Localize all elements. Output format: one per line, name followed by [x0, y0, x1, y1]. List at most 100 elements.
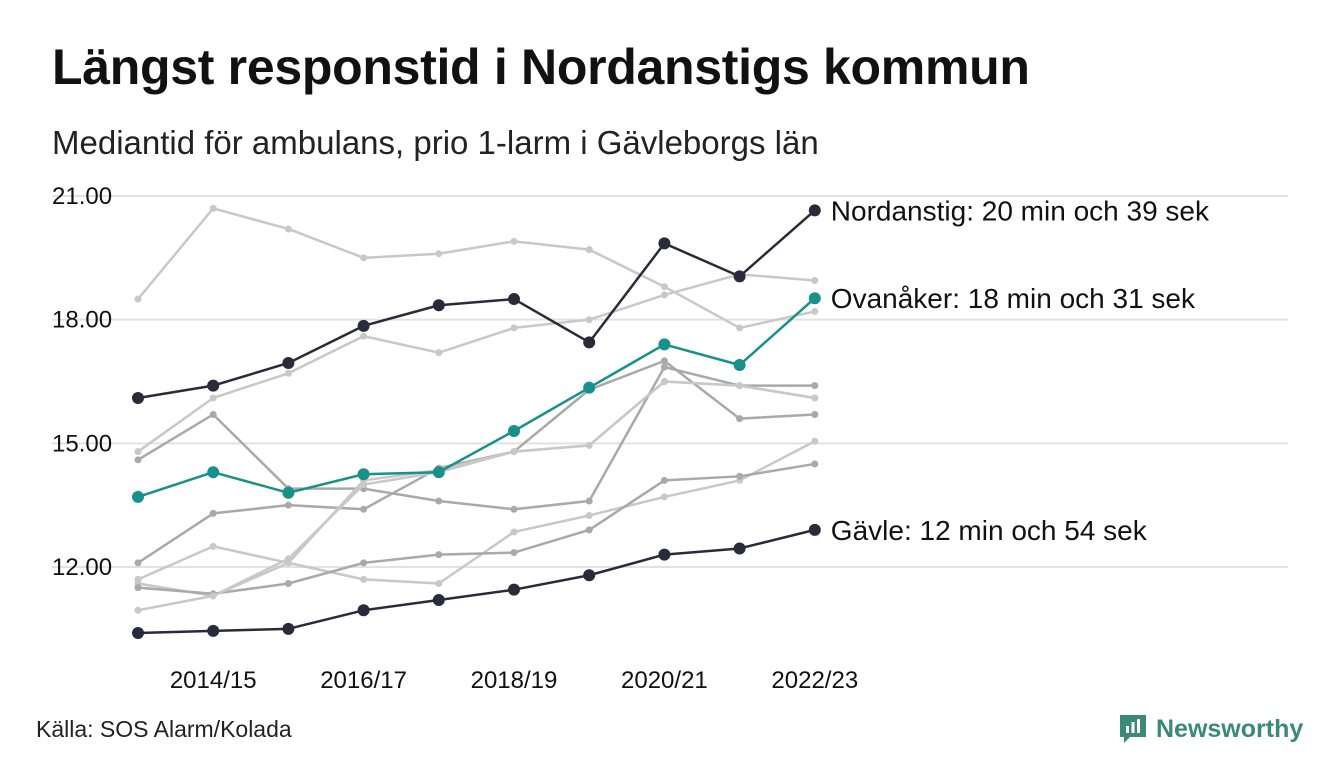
data-point: [282, 356, 295, 369]
data-point: [134, 606, 142, 614]
data-point: [435, 349, 443, 357]
x-tick-label: 2018/19: [471, 667, 558, 694]
data-point: [284, 579, 292, 587]
line-chart: 12.00 15.00 18.00 21.00 2014/15 2016/17 2018/…: [52, 183, 1288, 694]
data-point: [209, 204, 217, 212]
data-point: [360, 505, 368, 513]
y-axis: 12.00 15.00 18.00 21.00: [52, 183, 112, 581]
data-point: [808, 204, 821, 217]
y-tick-label: 21.00: [52, 183, 112, 210]
chart-subtitle: Mediantid för ambulans, prio 1-larm i Gä…: [52, 124, 819, 161]
data-point: [132, 626, 144, 639]
data-point: [811, 277, 819, 285]
series-line: [137, 380, 816, 612]
data-point: [207, 624, 220, 637]
x-tick-label: 2020/21: [621, 667, 708, 694]
series-line: [137, 462, 816, 596]
data-point: [510, 528, 518, 536]
data-point: [284, 225, 292, 233]
data-point: [808, 523, 821, 536]
data-point: [736, 415, 744, 423]
data-point: [357, 319, 370, 332]
x-tick-label: 2014/15: [170, 667, 257, 694]
data-point: [736, 324, 744, 332]
context-series: [134, 204, 819, 614]
data-point: [811, 382, 819, 390]
data-point: [282, 622, 295, 635]
data-point: [510, 324, 518, 332]
data-point: [660, 476, 668, 484]
data-point: [435, 579, 443, 587]
data-point: [435, 551, 443, 559]
series-c2: [134, 270, 819, 456]
data-point: [585, 246, 593, 254]
series-line: [137, 440, 816, 585]
series-annotations: Nordanstig: 20 min och 39 sek Ovanåker: 1…: [831, 195, 1210, 545]
data-point: [660, 378, 668, 385]
data-point: [209, 410, 217, 418]
data-point: [432, 299, 445, 312]
series-line: [137, 209, 816, 400]
data-point: [134, 456, 142, 464]
data-point: [811, 394, 819, 402]
data-point: [284, 369, 292, 377]
data-point: [585, 497, 593, 505]
data-point: [207, 466, 220, 479]
series-line: [137, 273, 815, 453]
brand[interactable]: Newsworthy: [1118, 713, 1303, 745]
data-point: [508, 293, 520, 306]
data-point: [510, 505, 518, 513]
data-point: [357, 604, 370, 617]
series-line: [137, 207, 816, 330]
data-point: [660, 283, 668, 291]
annotation-label: Ovanåker: 18 min och 31 sek: [831, 283, 1196, 314]
series-line: [137, 528, 816, 635]
series-line: [137, 365, 815, 511]
series-line: [137, 380, 816, 598]
data-point: [585, 511, 593, 519]
y-tick-label: 12.00: [52, 554, 112, 581]
y-tick-label: 18.00: [52, 307, 112, 334]
data-point: [585, 526, 593, 534]
data-point: [134, 575, 142, 583]
data-point: [660, 357, 668, 365]
data-point: [357, 468, 370, 481]
data-point: [811, 307, 819, 315]
series-nordanstig: [132, 204, 821, 404]
data-point: [510, 448, 518, 456]
newsworthy-logo-icon: [1120, 715, 1146, 743]
series-gavle: [132, 523, 821, 639]
data-point: [583, 381, 596, 394]
x-tick-label: 2022/23: [771, 667, 858, 694]
data-point: [360, 254, 368, 262]
data-point: [733, 359, 746, 372]
data-point: [282, 486, 295, 499]
data-point: [209, 394, 217, 402]
data-point: [811, 410, 819, 418]
data-point: [134, 559, 142, 567]
data-point: [733, 270, 746, 283]
data-point: [736, 382, 744, 390]
series-c7: [134, 460, 819, 598]
data-point: [583, 569, 596, 582]
data-point: [209, 542, 217, 550]
data-point: [583, 336, 596, 349]
data-point: [435, 497, 443, 505]
chart-title: Längst responstid i Nordanstigs kommun: [52, 39, 1030, 95]
data-point: [134, 295, 142, 303]
data-point: [284, 501, 292, 509]
data-point: [510, 549, 518, 557]
series-line: [137, 297, 816, 499]
series-c1: [134, 204, 819, 332]
annotation-label: Gävle: 12 min och 54 sek: [831, 515, 1148, 546]
data-point: [658, 237, 671, 250]
data-point: [132, 490, 144, 503]
data-point: [808, 292, 821, 305]
data-point: [284, 559, 292, 567]
x-tick-label: 2016/17: [320, 667, 407, 694]
x-axis: 2014/15 2016/17 2018/19 2020/21 2022/23: [170, 667, 858, 694]
annotation-label: Nordanstig: 20 min och 39 sek: [831, 195, 1210, 226]
data-point: [510, 237, 518, 245]
series-c8: [134, 378, 819, 614]
data-point: [134, 448, 142, 456]
